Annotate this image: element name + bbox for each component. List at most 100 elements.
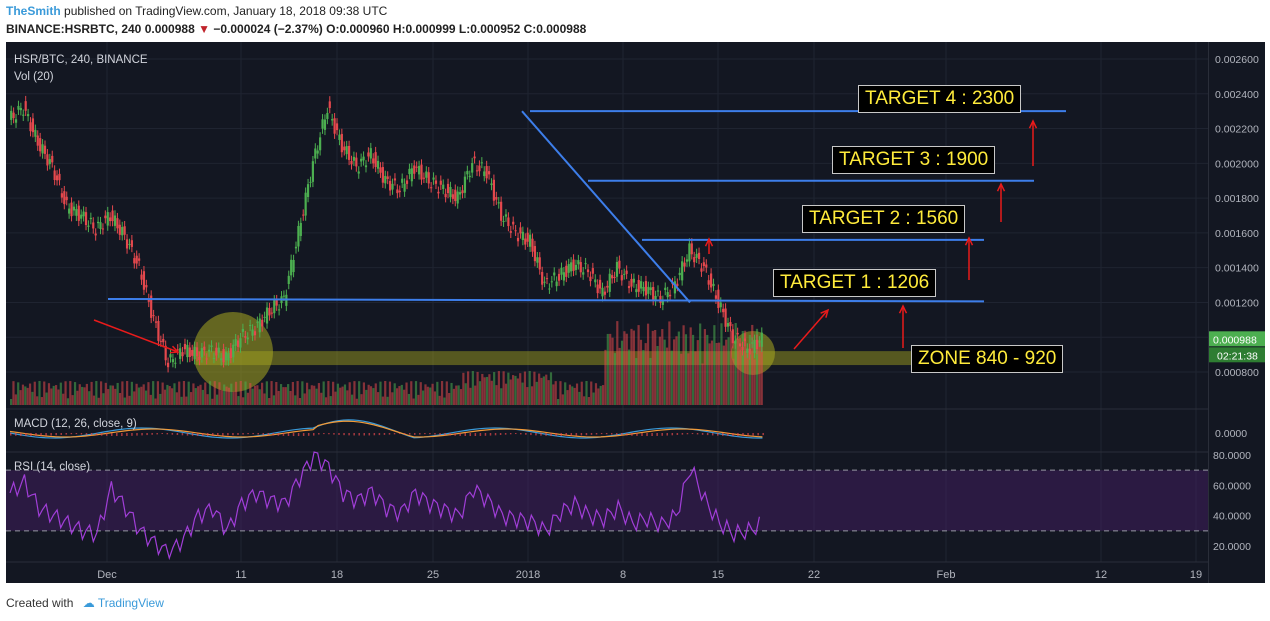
volume-bar — [40, 397, 43, 405]
candle-body — [63, 191, 66, 205]
macd-histogram-bar — [161, 433, 163, 435]
candle-body — [444, 193, 447, 198]
volume-bar — [459, 389, 463, 405]
tradingview-link[interactable]: TradingView — [97, 596, 164, 610]
candle-body — [726, 323, 730, 327]
volume-bar — [251, 388, 254, 405]
time-axis-label: Dec — [97, 569, 117, 581]
price-pane-title: HSR/BTC, 240, BINANCE — [14, 54, 148, 66]
macd-histogram-bar — [20, 433, 22, 436]
candle-body — [572, 259, 575, 271]
volume-bar — [530, 386, 534, 405]
volume-bar — [135, 383, 138, 405]
candle-body — [84, 212, 88, 226]
candle-body — [678, 272, 681, 276]
volume-bar — [47, 383, 51, 405]
volume-bar — [369, 386, 373, 405]
volume-bar — [97, 397, 100, 405]
volume-bar — [580, 381, 583, 405]
candle-body — [731, 329, 734, 344]
candle-body — [360, 158, 363, 162]
volume-bar — [161, 382, 164, 405]
volume-bar — [533, 371, 536, 405]
volume-bar — [691, 334, 695, 405]
candle-body — [275, 300, 278, 306]
volume-bar — [234, 381, 238, 405]
candle-body — [613, 276, 616, 278]
time-axis-label: 25 — [427, 569, 439, 581]
volume-bar — [424, 384, 427, 405]
macd-histogram-bar — [656, 433, 658, 436]
volume-bar — [395, 388, 399, 405]
candle-body — [350, 160, 353, 165]
volume-bar — [329, 396, 332, 405]
candle-body — [292, 259, 295, 273]
candle-body — [567, 264, 570, 273]
volume-bar — [171, 388, 174, 405]
price-tick-label: 0.002200 — [1215, 124, 1259, 136]
volume-bar — [88, 391, 91, 405]
volume-bar — [339, 387, 342, 405]
price-tick-label: 0.002000 — [1215, 158, 1259, 170]
candle-body — [34, 129, 37, 137]
volume-bar — [677, 331, 680, 405]
candle-body — [640, 281, 643, 289]
candle-body — [321, 119, 324, 129]
volume-bar — [547, 380, 550, 405]
chart-area[interactable]: Dec 11 18 25 2018 8 15 22 Feb 12 19 HSR/BTC, 240, … — [6, 42, 1208, 583]
price-axis[interactable]: 0.002600 0.002400 0.002200 0.002000 0.001800… — [1208, 42, 1265, 583]
candle-body — [396, 189, 399, 194]
macd-histogram-bar — [50, 433, 52, 436]
macd-histogram-bar — [201, 433, 204, 437]
candle-body — [707, 280, 710, 285]
candle-body — [162, 338, 165, 343]
candle-body — [217, 347, 220, 353]
volume-bar — [133, 391, 136, 405]
volume-bar — [168, 386, 171, 405]
volume-bar — [282, 387, 285, 405]
candle-body — [615, 262, 619, 277]
volume-bar — [277, 390, 280, 405]
volume-bar — [272, 395, 276, 405]
candle-body — [316, 150, 319, 154]
macd-histogram-bar — [176, 433, 179, 436]
volume-bar — [270, 381, 273, 405]
volume-bar — [268, 398, 271, 405]
volume-bar — [322, 381, 325, 405]
volume-bar — [741, 330, 744, 405]
volume-bar — [601, 385, 605, 405]
volume-bar — [54, 385, 58, 405]
candle-body — [123, 226, 126, 235]
candle-body — [212, 357, 216, 359]
macd-histogram-bar — [323, 433, 325, 435]
macd-histogram-bar — [348, 433, 350, 436]
candle-body — [446, 183, 450, 194]
candle-body — [490, 183, 493, 186]
volume-bar — [725, 339, 728, 405]
volume-bar — [710, 340, 714, 405]
volume-bar — [668, 321, 671, 405]
volume-bar — [578, 391, 581, 405]
volume-bar — [246, 392, 249, 405]
volume-bar — [327, 381, 330, 405]
candle-body — [504, 214, 508, 217]
ohlc-values: O:0.000960 H:0.000999 L:0.000952 C:0.000… — [326, 22, 587, 36]
macd-histogram-bar — [333, 433, 335, 435]
macd-histogram-bar — [711, 433, 714, 436]
candle-body — [475, 170, 479, 172]
author-link[interactable]: TheSmith — [6, 4, 61, 18]
target-1-label: TARGET 1 : 1206 — [773, 269, 937, 297]
candle-body — [468, 175, 471, 178]
candle-body — [130, 240, 133, 247]
volume-bar — [57, 389, 60, 405]
candle-body — [427, 172, 430, 184]
volume-bar — [45, 392, 48, 405]
volume-bar — [244, 381, 247, 405]
volume-bar — [216, 394, 219, 405]
candle-body — [36, 135, 39, 146]
macd-histogram-bar — [267, 433, 270, 436]
candle-body — [393, 178, 397, 181]
macd-histogram-bar — [666, 433, 668, 436]
candle-body — [579, 262, 582, 273]
volume-bar — [144, 390, 148, 405]
